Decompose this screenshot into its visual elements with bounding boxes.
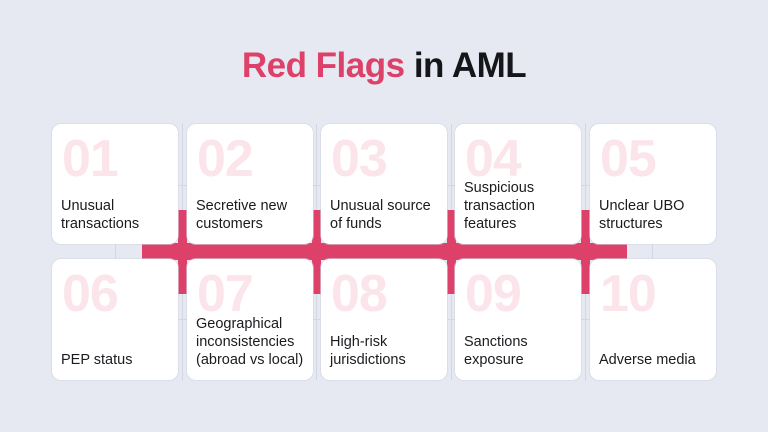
card-label: High-risk jurisdictions [330, 334, 406, 368]
card-number: 02 [197, 130, 254, 188]
card-label: Unclear UBO structures [599, 198, 685, 232]
card-label: Geographical inconsistencies (abroad vs … [196, 316, 304, 368]
title-rest: in AML [404, 46, 527, 85]
card-label: PEP status [61, 352, 133, 368]
flag-card: 01 Unusual transactions [52, 124, 178, 244]
flag-card: 10 Adverse media [590, 259, 716, 380]
card-label: Secretive new customers [196, 198, 288, 232]
card-label: Unusual source of funds [330, 198, 431, 232]
card-number: 08 [331, 265, 388, 323]
card-number: 06 [62, 265, 119, 323]
connector-stub [178, 210, 187, 294]
page-title: Red Flags in AML [0, 46, 768, 86]
card-number: 04 [465, 130, 522, 188]
connector-stub [312, 210, 321, 294]
card-number: 10 [600, 265, 657, 323]
flag-card: 06 PEP status [52, 259, 178, 380]
flag-card: 04 Suspicious transaction features [455, 124, 581, 244]
connector-stub [447, 210, 456, 294]
title-accent: Red Flags [241, 46, 405, 85]
flag-card: 03 Unusual source of funds [321, 124, 447, 244]
card-number: 09 [465, 265, 522, 323]
grid-line [652, 244, 653, 259]
card-number: 07 [197, 265, 254, 323]
grid-line [115, 244, 116, 259]
connector-stub [581, 210, 590, 294]
card-label: Suspicious transaction features [464, 180, 535, 232]
flag-card: 02 Secretive new customers [187, 124, 313, 244]
flag-card: 08 High-risk jurisdictions [321, 259, 447, 380]
card-label: Adverse media [599, 352, 696, 368]
card-number: 01 [62, 130, 119, 188]
card-number: 03 [331, 130, 388, 188]
card-number: 05 [600, 130, 657, 188]
flag-card: 09 Sanctions exposure [455, 259, 581, 380]
flag-card: 05 Unclear UBO structures [590, 124, 716, 244]
card-label: Sanctions exposure [464, 334, 528, 368]
connector-band [142, 243, 627, 260]
card-label: Unusual transactions [61, 198, 140, 232]
flag-card: 07 Geographical inconsistencies (abroad … [187, 259, 313, 380]
